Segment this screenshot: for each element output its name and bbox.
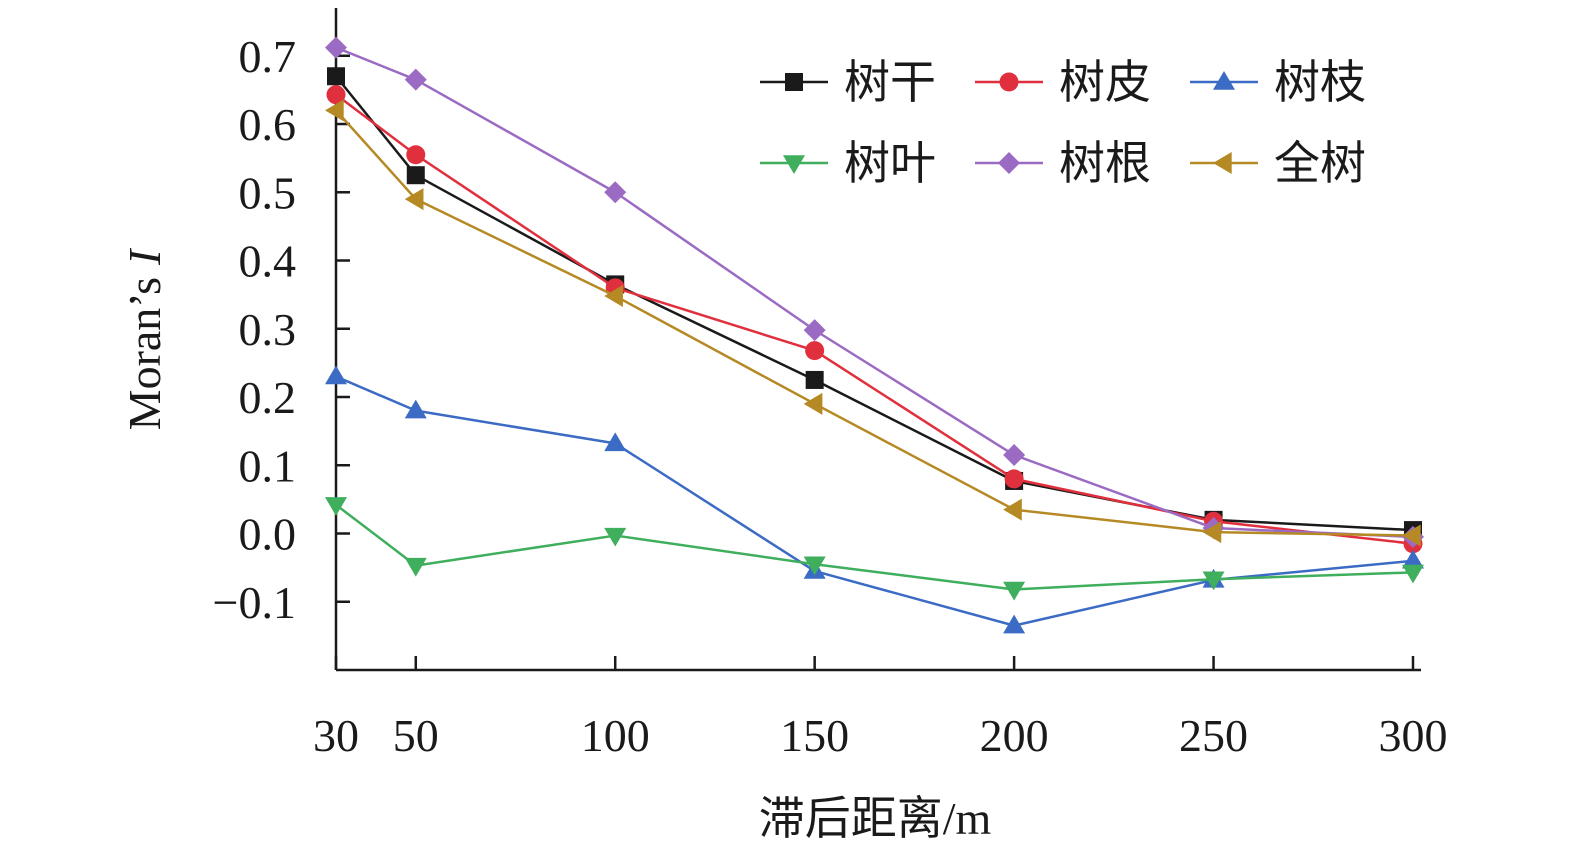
data-point [1202, 521, 1222, 544]
data-point [1213, 152, 1232, 174]
x-tick-label: 200 [980, 710, 1049, 761]
y-axis-title-main: Moran’s [119, 277, 170, 430]
legend-item: 树枝 [1190, 55, 1366, 109]
data-point [404, 399, 427, 419]
legend-label: 树干 [844, 55, 936, 109]
data-point [325, 365, 347, 385]
x-tick-label: 250 [1179, 710, 1248, 761]
y-tick-label: 0.5 [239, 167, 297, 218]
data-point [325, 497, 347, 516]
x-tick-label: 30 [313, 710, 359, 761]
legend-item: 树叶 [760, 136, 936, 190]
data-point [999, 72, 1019, 92]
data-point [1402, 549, 1424, 569]
series [325, 99, 1421, 547]
data-point [404, 557, 427, 577]
data-point [1402, 524, 1421, 547]
legend-item: 全树 [1190, 136, 1366, 190]
series-line [335, 503, 1414, 591]
data-point [1003, 498, 1022, 521]
data-point [803, 392, 823, 415]
y-tick-label: 0.6 [239, 99, 297, 150]
x-tick-label: 50 [393, 710, 439, 761]
y-tick-label: 0.0 [239, 509, 297, 560]
data-point [803, 319, 826, 342]
legend-item: 树干 [760, 55, 936, 109]
data-point [604, 285, 623, 308]
data-point [404, 68, 427, 91]
y-tick-label: 0.7 [239, 31, 297, 82]
data-point [1004, 469, 1024, 489]
y-tick-label: 0.3 [239, 304, 297, 355]
x-tick-label: 100 [581, 710, 650, 761]
legend-item: 树根 [975, 136, 1151, 190]
legend-label: 树枝 [1274, 55, 1366, 109]
data-point [325, 36, 347, 59]
y-tick-label: 0.4 [239, 236, 297, 287]
data-point [783, 155, 805, 174]
data-point [785, 73, 803, 91]
data-point [604, 432, 627, 452]
data-point [406, 166, 425, 185]
data-point [325, 99, 344, 122]
legend-label: 树根 [1059, 136, 1151, 190]
data-point [327, 67, 345, 86]
y-tick-label: −0.1 [213, 577, 296, 628]
data-point [404, 188, 424, 211]
data-point [805, 370, 824, 389]
data-point [803, 556, 826, 576]
legend-label: 树皮 [1059, 55, 1151, 109]
data-point [1402, 564, 1424, 584]
series-line [335, 375, 1414, 627]
series-layer [325, 36, 1424, 634]
x-tick-label: 150 [780, 710, 849, 761]
data-point [604, 527, 627, 547]
y-axis-title: Moran’s I [119, 247, 170, 430]
data-point [326, 85, 346, 105]
y-tick-label: 0.2 [239, 372, 297, 423]
legend-item: 树皮 [975, 55, 1151, 109]
data-point [1202, 571, 1225, 591]
legend-label: 树叶 [844, 136, 936, 190]
x-tick-label: 300 [1379, 710, 1448, 761]
data-point [1003, 444, 1026, 467]
data-point [1003, 614, 1026, 634]
data-point [604, 181, 627, 204]
y-tick-label: 0.1 [239, 440, 297, 491]
series [325, 36, 1424, 548]
data-point [406, 145, 426, 165]
data-point [805, 341, 825, 361]
legend-label: 全树 [1274, 136, 1366, 190]
series-line [335, 46, 1414, 539]
y-axis-title-italic: I [119, 247, 170, 266]
series [325, 497, 1424, 601]
series [325, 365, 1424, 634]
data-point [1213, 71, 1235, 90]
data-point [1003, 581, 1026, 601]
data-point [998, 152, 1020, 174]
axes: −0.1 0.0 0.1 0.2 0.3 0.4 0.5 0.6 0.7 30 50 100 150 20… [213, 8, 1448, 761]
x-axis-title: 滞后距离/m [759, 793, 992, 844]
